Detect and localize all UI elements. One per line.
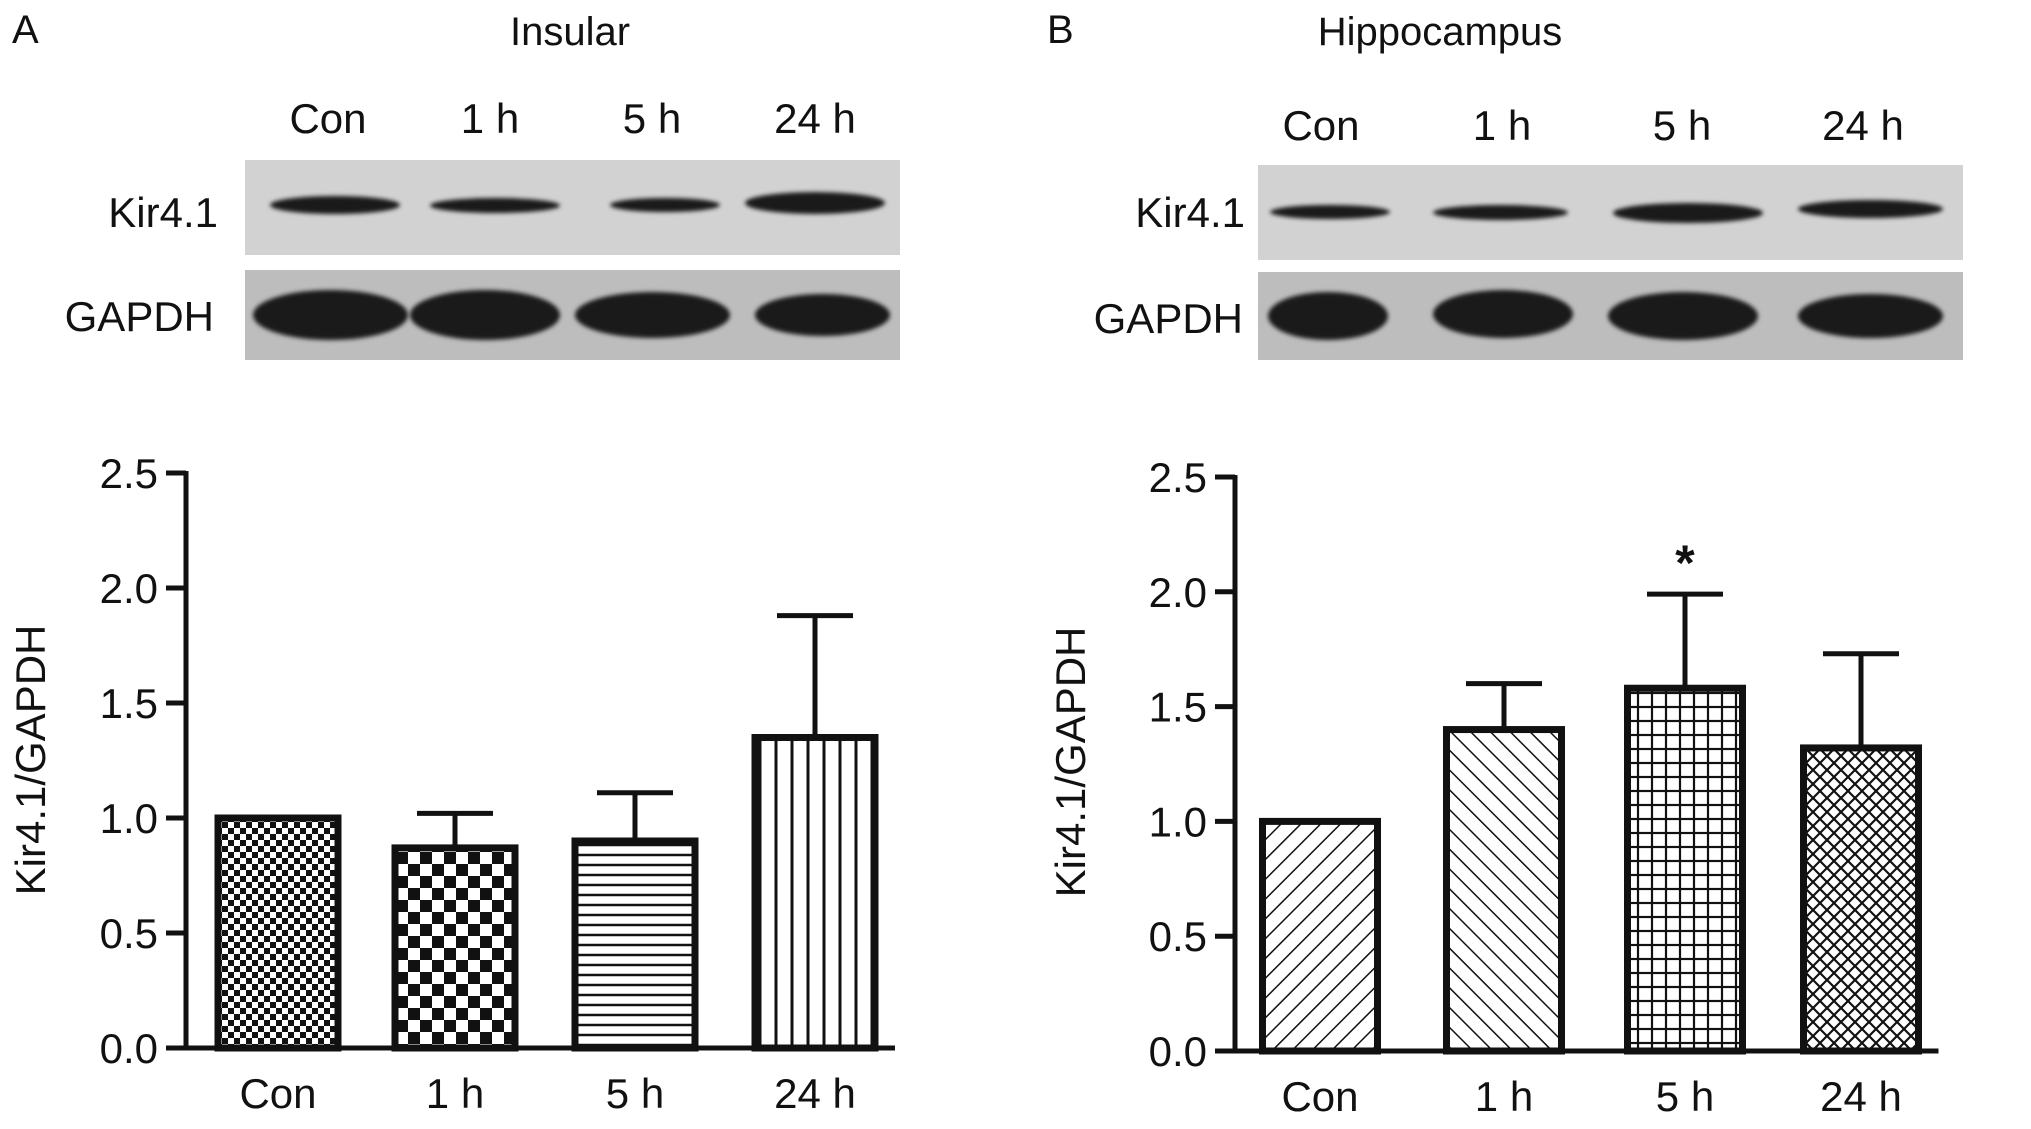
y-tick-label: 1.0 (100, 795, 158, 842)
significance-marker: * (1675, 535, 1695, 591)
x-tick-label: 5 h (606, 1070, 664, 1117)
lane-label: Con (289, 95, 367, 142)
x-tick-label: 24 h (774, 1070, 856, 1117)
y-tick-label: 2.5 (1149, 454, 1207, 501)
panel-a: A Insular Con 1 h 5 h 24 h Kir4.1 GAPDH … (0, 0, 1015, 1129)
y-axis-label: Kir4.1/GAPDH (1047, 627, 1094, 898)
western-blot-gapdh (245, 270, 900, 360)
blot-band (1268, 292, 1388, 340)
panel-b: B Hippocampus Con 1 h 5 h 24 h Kir4.1 GA… (1015, 0, 2030, 1129)
bar (1259, 817, 1381, 1055)
blot-band (430, 198, 560, 213)
bar (1800, 744, 1922, 1055)
y-tick-label: 0.5 (100, 910, 158, 957)
western-blot-gapdh (1258, 272, 1963, 360)
protein-label: Kir4.1 (1135, 189, 1245, 236)
blot-band (1270, 205, 1390, 219)
blot-title: Insular (509, 10, 631, 54)
blot-band (270, 196, 400, 214)
bar (1443, 726, 1565, 1055)
lane-label: 5 h (1652, 102, 1712, 149)
blot-title: Hippocampus (1317, 10, 1563, 54)
x-tick-label: 1 h (426, 1070, 484, 1117)
y-tick-label: 2.0 (1149, 569, 1207, 616)
protein-label: Kir4.1 (108, 189, 218, 236)
y-tick-label: 1.5 (1149, 684, 1207, 731)
bar (751, 734, 879, 1052)
bar (214, 814, 342, 1052)
lane-label: 5 h (622, 95, 682, 142)
blot-band (1608, 292, 1758, 340)
y-tick-label: 1.5 (100, 680, 158, 727)
x-tick-label: 5 h (1656, 1073, 1714, 1120)
protein-label: GAPDH (1093, 295, 1243, 342)
lane-label: 1 h (460, 95, 520, 142)
lane-label: 24 h (774, 95, 856, 142)
western-blot-kir41 (245, 160, 900, 255)
blot-band (1798, 294, 1943, 338)
x-tick-label: Con (1281, 1073, 1358, 1120)
lane-label: 1 h (1472, 102, 1532, 149)
blot-band (253, 290, 408, 340)
panel-letter: B (1047, 8, 1074, 52)
y-tick-label: 0.5 (1149, 913, 1207, 960)
blot-band (1433, 290, 1573, 338)
x-tick-label: Con (239, 1070, 316, 1117)
lane-label: 24 h (1822, 102, 1904, 149)
blot-band (575, 292, 730, 338)
y-tick-label: 0.0 (100, 1025, 158, 1072)
y-tick-label: 0.0 (1149, 1028, 1207, 1075)
blot-band (755, 294, 890, 336)
blot-band (1433, 205, 1568, 220)
blot-band (745, 192, 885, 214)
panel-letter: A (12, 8, 39, 52)
bar (391, 844, 519, 1052)
y-axis-label: Kir4.1/GAPDH (7, 625, 54, 896)
y-tick-label: 2.5 (100, 450, 158, 497)
bar (571, 837, 699, 1052)
bar-chart-hippocampus: 0.0 0.5 1.0 1.5 2.0 2.5 Kir4.1/GAPDH Con 1 h * 5 h… (1047, 454, 1939, 1120)
blot-band (410, 290, 560, 340)
bar (1624, 684, 1746, 1055)
blot-band (1798, 200, 1943, 218)
blot-band (610, 198, 720, 212)
y-tick-label: 1.0 (1149, 798, 1207, 845)
x-tick-label: 1 h (1475, 1073, 1533, 1120)
blot-band (1613, 203, 1763, 223)
western-blot-kir41 (1258, 165, 1963, 260)
x-tick-label: 24 h (1820, 1073, 1902, 1120)
lane-label: Con (1282, 102, 1360, 149)
bar-chart-insular: 0.0 0.5 1.0 1.5 2.0 2.5 Kir4.1/GAPDH Con 1 h 5 h 2… (7, 450, 895, 1117)
protein-label: GAPDH (64, 293, 214, 340)
y-tick-label: 2.0 (100, 565, 158, 612)
